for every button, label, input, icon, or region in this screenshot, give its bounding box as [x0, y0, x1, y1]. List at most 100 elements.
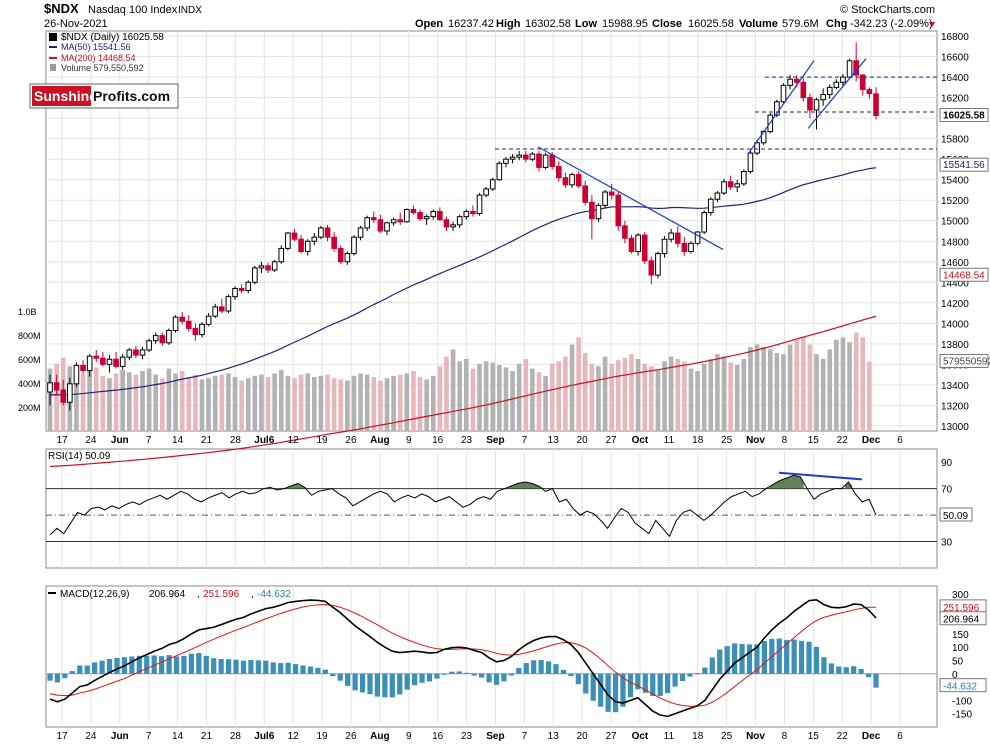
macd-x-tick-label: 20: [577, 731, 589, 742]
candle-body: [821, 95, 826, 100]
candle-body: [689, 243, 694, 251]
macd-histogram-bar: [583, 674, 588, 694]
macd-histogram-bar: [129, 657, 134, 674]
macd-histogram-bar: [658, 674, 663, 696]
candle-body: [623, 226, 628, 238]
candle-body: [510, 157, 515, 159]
candle-body: [411, 209, 416, 212]
macd-y-tick-label: 150: [952, 630, 969, 641]
volume-bar: [226, 373, 231, 431]
volume-bar: [504, 367, 509, 431]
volume-bar: [583, 353, 588, 431]
volume-bar: [623, 358, 628, 431]
macd-histogram-bar: [665, 674, 670, 693]
candle-body: [147, 341, 152, 350]
volume-bar: [299, 375, 304, 431]
macd-histogram-bar: [77, 665, 82, 673]
volume-bar: [557, 361, 562, 431]
candle-body: [557, 166, 562, 177]
macd-x-tick-label: 22: [837, 731, 849, 742]
volume-bar: [847, 342, 852, 431]
candle-body: [186, 321, 191, 328]
macd-histogram-bar: [762, 641, 767, 674]
candle-body: [213, 307, 218, 316]
macd-legend-value: 206.964: [149, 589, 186, 600]
rsi-overbought-fill: [267, 475, 852, 488]
volume-bar: [365, 375, 370, 431]
price-y-tick-label: 14600: [941, 258, 969, 269]
candle-body: [781, 85, 786, 101]
volume-bar: [352, 376, 357, 431]
volume-bar: [695, 371, 700, 431]
macd-legend: MACD(12,26,9) 206.964 , 251.596 , -44.63…: [48, 589, 291, 600]
volume-bar: [748, 347, 753, 431]
macd-histogram-bar: [114, 658, 119, 674]
macd-histogram-bar: [144, 656, 149, 674]
macd-histogram-bar: [851, 666, 856, 674]
candle-body: [259, 266, 264, 268]
macd-x-tick-label: Aug: [370, 731, 389, 742]
chg-value: -342.23 (-2.09%): [850, 18, 933, 30]
macd-histogram-bar: [375, 674, 380, 697]
macd-histogram-bar: [516, 668, 521, 674]
macd-histogram-bar: [330, 674, 335, 676]
volume-bar: [563, 357, 568, 431]
candle-body: [636, 235, 641, 251]
volume-bar: [398, 375, 403, 431]
candle-body: [728, 182, 733, 187]
price-x-tick-label: 27: [605, 435, 617, 446]
volume-bar: [543, 376, 548, 431]
volume-value: 579.6M: [782, 18, 819, 30]
macd-x-tick-label: 11: [664, 731, 675, 742]
price-y-tick-label: 14200: [941, 299, 969, 310]
volume-bar: [186, 377, 191, 431]
price-x-tick-label: Dec: [862, 435, 881, 446]
macd-histogram-bar: [702, 668, 707, 674]
ma50-legend-label: MA(50) 15541.56: [61, 42, 131, 52]
candle-body: [431, 212, 436, 217]
volume-bar: [702, 364, 707, 431]
price-x-tick-label: 14: [172, 435, 184, 446]
macd-histogram-bar: [219, 659, 224, 674]
rsi-y-tick-label: 70: [941, 485, 953, 496]
price-y-tick-label: 15200: [941, 196, 969, 207]
volume-bar: [794, 340, 799, 431]
uptrend-line: [748, 61, 814, 154]
price-y-tick-label: 13000: [941, 422, 969, 433]
close-tag-text: 16025.58: [943, 111, 985, 122]
macd-histogram-bar: [241, 661, 246, 674]
volume-bar: [457, 361, 462, 431]
macd-x-tick-label: Dec: [862, 731, 881, 742]
macd-histogram-bar: [613, 674, 618, 712]
volume-bar: [378, 381, 383, 431]
price-x-tick-label: 18: [692, 435, 704, 446]
price-y-tick-label: 14000: [941, 319, 969, 330]
macd-x-tick-label: Jun: [111, 731, 129, 742]
macd-x-tick-label: 17: [56, 731, 68, 742]
volume-bar: [590, 364, 595, 431]
candle-body: [299, 239, 304, 251]
macd-histogram-bar: [338, 674, 343, 681]
price-y-tick-label: 13400: [941, 381, 969, 392]
candle-body: [114, 359, 119, 366]
macd-histogram-bar: [85, 665, 90, 673]
macd-histogram-bar: [844, 667, 849, 674]
candle-body: [451, 225, 456, 227]
candle-body: [847, 61, 852, 77]
macd-histogram-bar: [196, 653, 201, 674]
price-x-tick-label: Jul6: [254, 435, 274, 446]
volume-bar: [325, 375, 330, 431]
macd-x-tick-label: Jul6: [254, 731, 274, 742]
macd-x-tick-label: 12: [288, 731, 300, 742]
rsi-panel: 3050709050.09: [46, 458, 972, 548]
volume-bar: [834, 340, 839, 431]
macd-histogram-bar: [92, 662, 97, 673]
price-y-tick-label: 16800: [941, 32, 969, 43]
candle-body: [477, 195, 482, 213]
price-x-tick-label: 25: [721, 435, 733, 446]
macd-legend-name: MACD(12,26,9): [60, 589, 129, 600]
candle-body: [219, 307, 224, 311]
macd-histogram-bar: [390, 674, 395, 698]
candle-body: [272, 262, 277, 270]
candle-body: [378, 220, 383, 231]
